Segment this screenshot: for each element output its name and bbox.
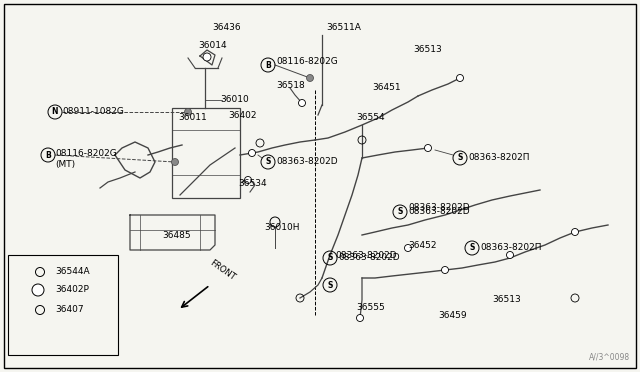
Text: 36513: 36513	[413, 45, 442, 55]
Text: (MT): (MT)	[55, 160, 75, 170]
Circle shape	[184, 109, 191, 115]
Circle shape	[307, 74, 314, 81]
Text: 08363-8202D: 08363-8202D	[408, 203, 470, 212]
Text: 08363-8202Π: 08363-8202Π	[480, 244, 541, 253]
Text: B: B	[265, 61, 271, 70]
Text: S: S	[327, 280, 333, 289]
Circle shape	[203, 53, 211, 61]
Circle shape	[172, 158, 179, 166]
Text: 08363-8202D: 08363-8202D	[408, 208, 470, 217]
Text: 36459: 36459	[438, 311, 467, 320]
Circle shape	[244, 176, 252, 183]
Circle shape	[404, 244, 412, 251]
Text: 08911-1082G: 08911-1082G	[62, 108, 124, 116]
Text: 08116-8202G: 08116-8202G	[55, 148, 116, 157]
Circle shape	[506, 251, 513, 259]
Text: FRONT: FRONT	[208, 258, 237, 282]
Text: A//3^0098: A//3^0098	[589, 353, 630, 362]
Text: S: S	[458, 154, 463, 163]
Text: 36452: 36452	[408, 241, 436, 250]
Text: 36402: 36402	[228, 110, 257, 119]
Text: 36010: 36010	[220, 96, 249, 105]
Text: S: S	[327, 253, 333, 263]
Text: S: S	[397, 208, 403, 217]
Text: 36011: 36011	[178, 113, 207, 122]
Text: 08363-8202Π: 08363-8202Π	[468, 154, 529, 163]
Text: 36544A: 36544A	[55, 267, 90, 276]
Text: 36554: 36554	[356, 113, 385, 122]
Text: 36436: 36436	[212, 23, 241, 32]
Bar	[8, 255, 118, 355]
Text: 36555: 36555	[356, 304, 385, 312]
Circle shape	[248, 150, 255, 157]
Bar	[172, 108, 240, 198]
Circle shape	[32, 284, 44, 296]
Text: 36010H: 36010H	[264, 224, 300, 232]
Text: 36407: 36407	[55, 305, 84, 314]
Text: 36534: 36534	[238, 179, 267, 187]
Text: 08116-8202G: 08116-8202G	[276, 58, 338, 67]
Text: 36014: 36014	[198, 41, 227, 49]
Text: B: B	[45, 151, 51, 160]
Circle shape	[356, 314, 364, 321]
Text: 08363-8202D: 08363-8202D	[338, 253, 399, 263]
Text: 36485: 36485	[162, 231, 191, 240]
Circle shape	[424, 144, 431, 151]
Text: S: S	[469, 244, 475, 253]
Text: N: N	[52, 108, 58, 116]
Circle shape	[298, 99, 305, 106]
Text: 36513: 36513	[492, 295, 521, 305]
Circle shape	[572, 228, 579, 235]
Text: 08363-8202D: 08363-8202D	[335, 250, 397, 260]
Circle shape	[442, 266, 449, 273]
Text: 36451: 36451	[372, 83, 401, 93]
Text: 36402P: 36402P	[55, 285, 89, 295]
Text: S: S	[266, 157, 271, 167]
Text: 08363-8202D: 08363-8202D	[276, 157, 338, 167]
Circle shape	[456, 74, 463, 81]
Text: 36511A: 36511A	[326, 23, 361, 32]
Text: 36518: 36518	[276, 81, 305, 90]
